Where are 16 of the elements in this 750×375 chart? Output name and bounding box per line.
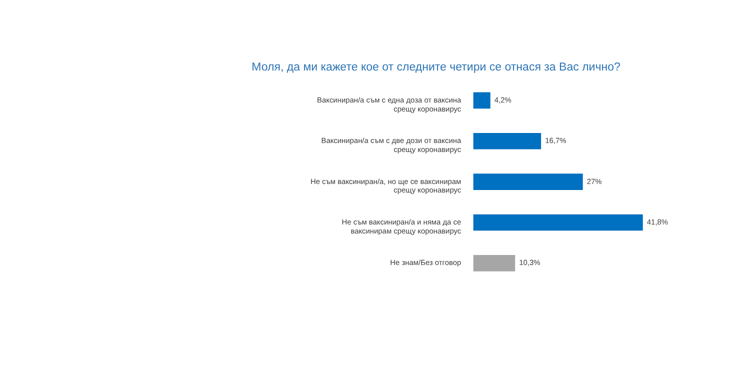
data-label: 10,3% [519, 258, 541, 268]
data-label: 4,2% [494, 95, 512, 104]
bar [473, 214, 643, 231]
y-tick-label: Ваксиниран/а съм с две дози от ваксина срещу коронавирус [321, 136, 462, 154]
y-tick-label: Не съм ваксиниран/а, но ще се ваксинирам срещу коронавирус [310, 176, 462, 195]
bar [473, 132, 542, 150]
data-label: 41,8% [646, 218, 668, 227]
y-tick-label: Не знам/Без отговор [390, 258, 462, 268]
bar [473, 255, 516, 272]
bar [473, 174, 583, 190]
y-tick-label: Не съм ваксиниран/а и няма да се ваксинирам срещу коронавирус [342, 218, 462, 236]
data-label: 16,7% [545, 136, 567, 146]
chart-title: Моля, да ми кажете кое от следните четири се отнася за Вас лично? [252, 62, 620, 74]
bar [473, 92, 490, 109]
data-label: 27% [586, 176, 602, 186]
y-tick-label: Ваксиниран/а съм с една доза от ваксина срещу коронавирус [317, 95, 462, 114]
